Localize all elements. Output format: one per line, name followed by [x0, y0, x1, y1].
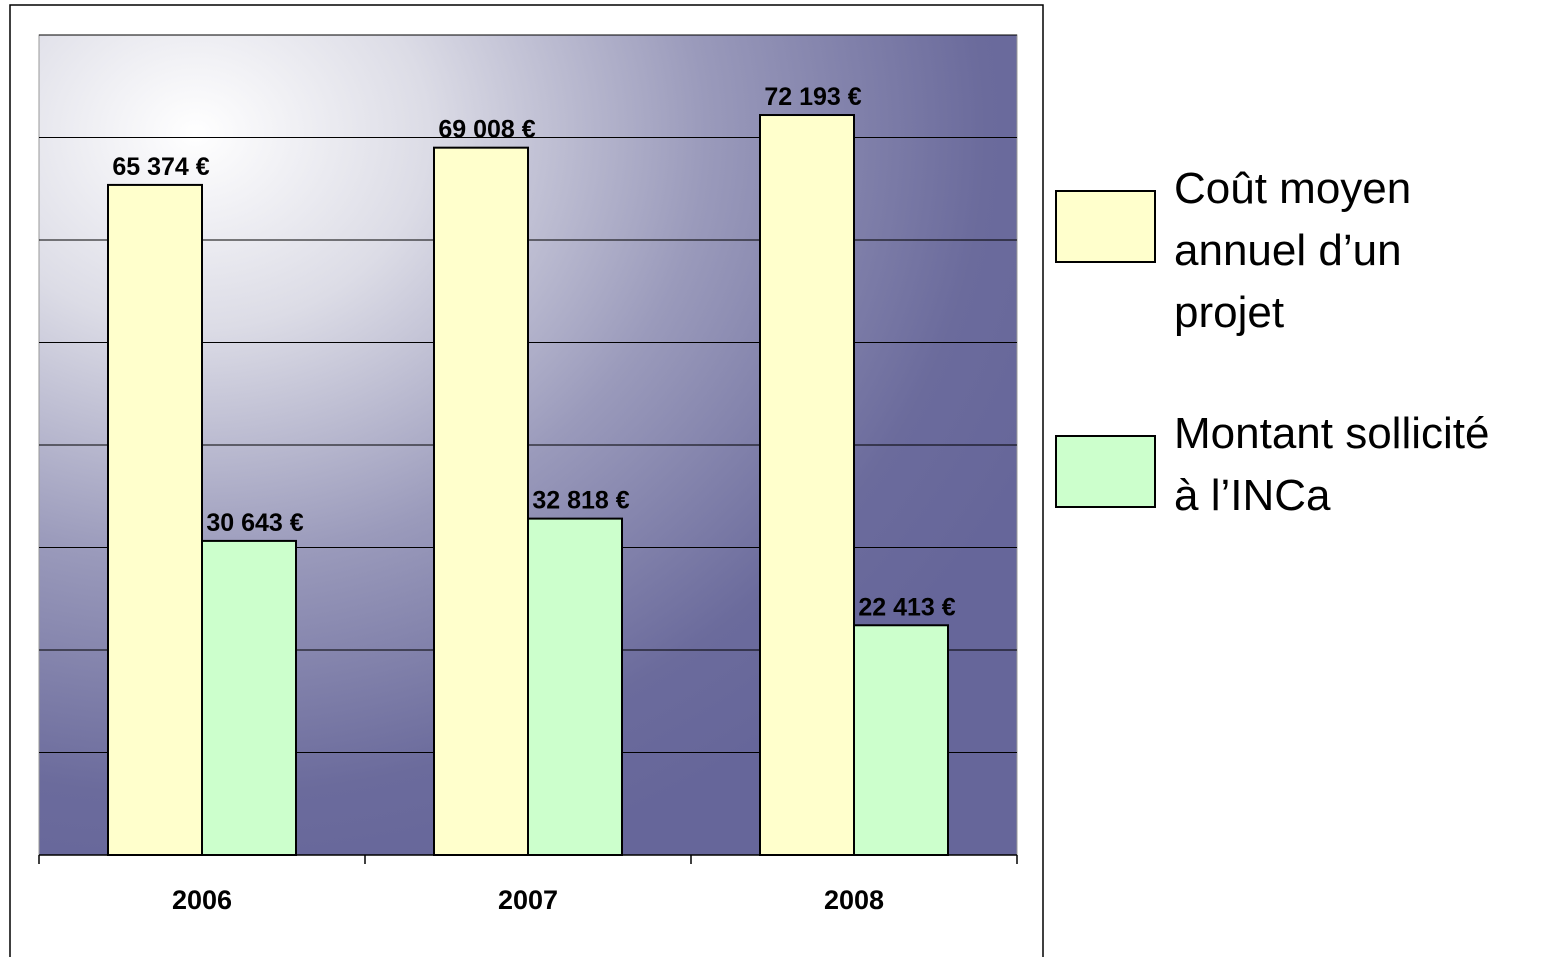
x-tick-label: 2006 [172, 885, 232, 915]
chart: 2006 65 374 € 30 643 € 2007 69 008 € 32 818 €… [9, 4, 1044, 957]
value-label: 72 193 € [764, 83, 861, 111]
bar [759, 114, 855, 857]
legend-item: Montant sollicité à l’INCa [1055, 409, 1514, 527]
legend-item: Coût moyen annuel d’un projet [1055, 164, 1514, 344]
x-tick-label: 2007 [498, 885, 558, 915]
legend-label: Montant sollicité à l’INCa [1174, 409, 1490, 520]
legend-swatch [1055, 190, 1156, 263]
bar [527, 517, 623, 856]
bar [201, 539, 297, 856]
value-label: 22 413 € [858, 593, 955, 621]
legend: Coût moyen annuel d’un projet Montant sol… [1055, 0, 1566, 957]
value-label: 65 374 € [112, 153, 209, 181]
bar [853, 624, 949, 856]
bar [107, 183, 203, 856]
value-label: 69 008 € [438, 116, 535, 144]
x-tick-label: 2008 [824, 885, 884, 915]
value-label: 32 818 € [532, 487, 629, 515]
legend-swatch [1055, 435, 1156, 508]
bar [433, 146, 529, 856]
legend-label: Coût moyen annuel d’un projet [1174, 164, 1412, 337]
value-label: 30 643 € [206, 509, 303, 537]
